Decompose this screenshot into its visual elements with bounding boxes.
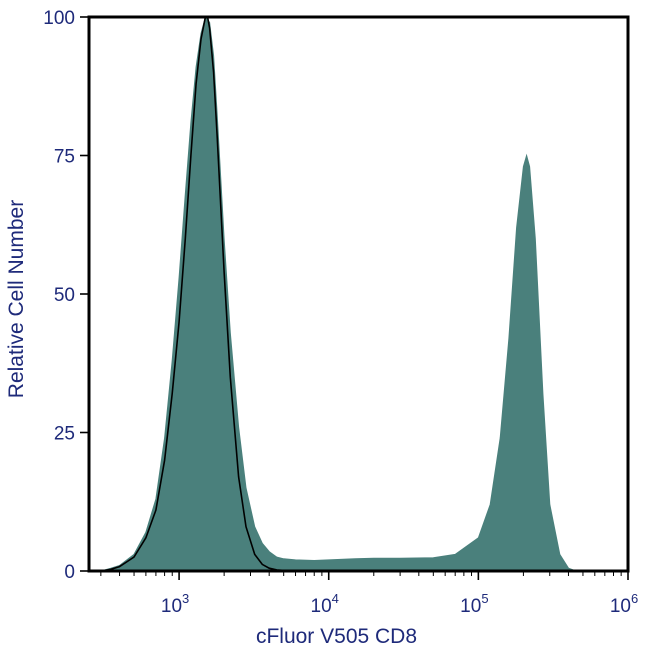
x-tick-label: 103	[161, 591, 189, 617]
x-tick-exponent: 5	[481, 591, 488, 606]
x-tick-exponent: 3	[182, 591, 189, 606]
y-axis-title: Relative Cell Number	[5, 200, 28, 398]
series-0-area	[89, 15, 577, 572]
x-tick-label: 105	[460, 591, 488, 617]
plot-frame	[87, 15, 630, 573]
y-tick-label: 0	[64, 562, 75, 583]
x-tick-base: 10	[460, 596, 481, 617]
x-tick-base: 10	[161, 596, 182, 617]
data-layer	[89, 15, 577, 572]
x-axis-title: cFluor V505 CD8	[256, 625, 417, 648]
x-tick-label: 104	[311, 591, 339, 617]
y-tick-label: 25	[54, 424, 75, 445]
y-tick-label: 75	[54, 147, 75, 168]
y-tick-label: 50	[54, 285, 75, 306]
x-tick-exponent: 6	[631, 591, 638, 606]
x-tick-base: 10	[610, 596, 631, 617]
x-tick-base: 10	[311, 596, 332, 617]
y-tick-label: 100	[43, 8, 75, 29]
x-tick-label: 106	[610, 591, 638, 617]
x-tick-exponent: 4	[332, 591, 339, 606]
